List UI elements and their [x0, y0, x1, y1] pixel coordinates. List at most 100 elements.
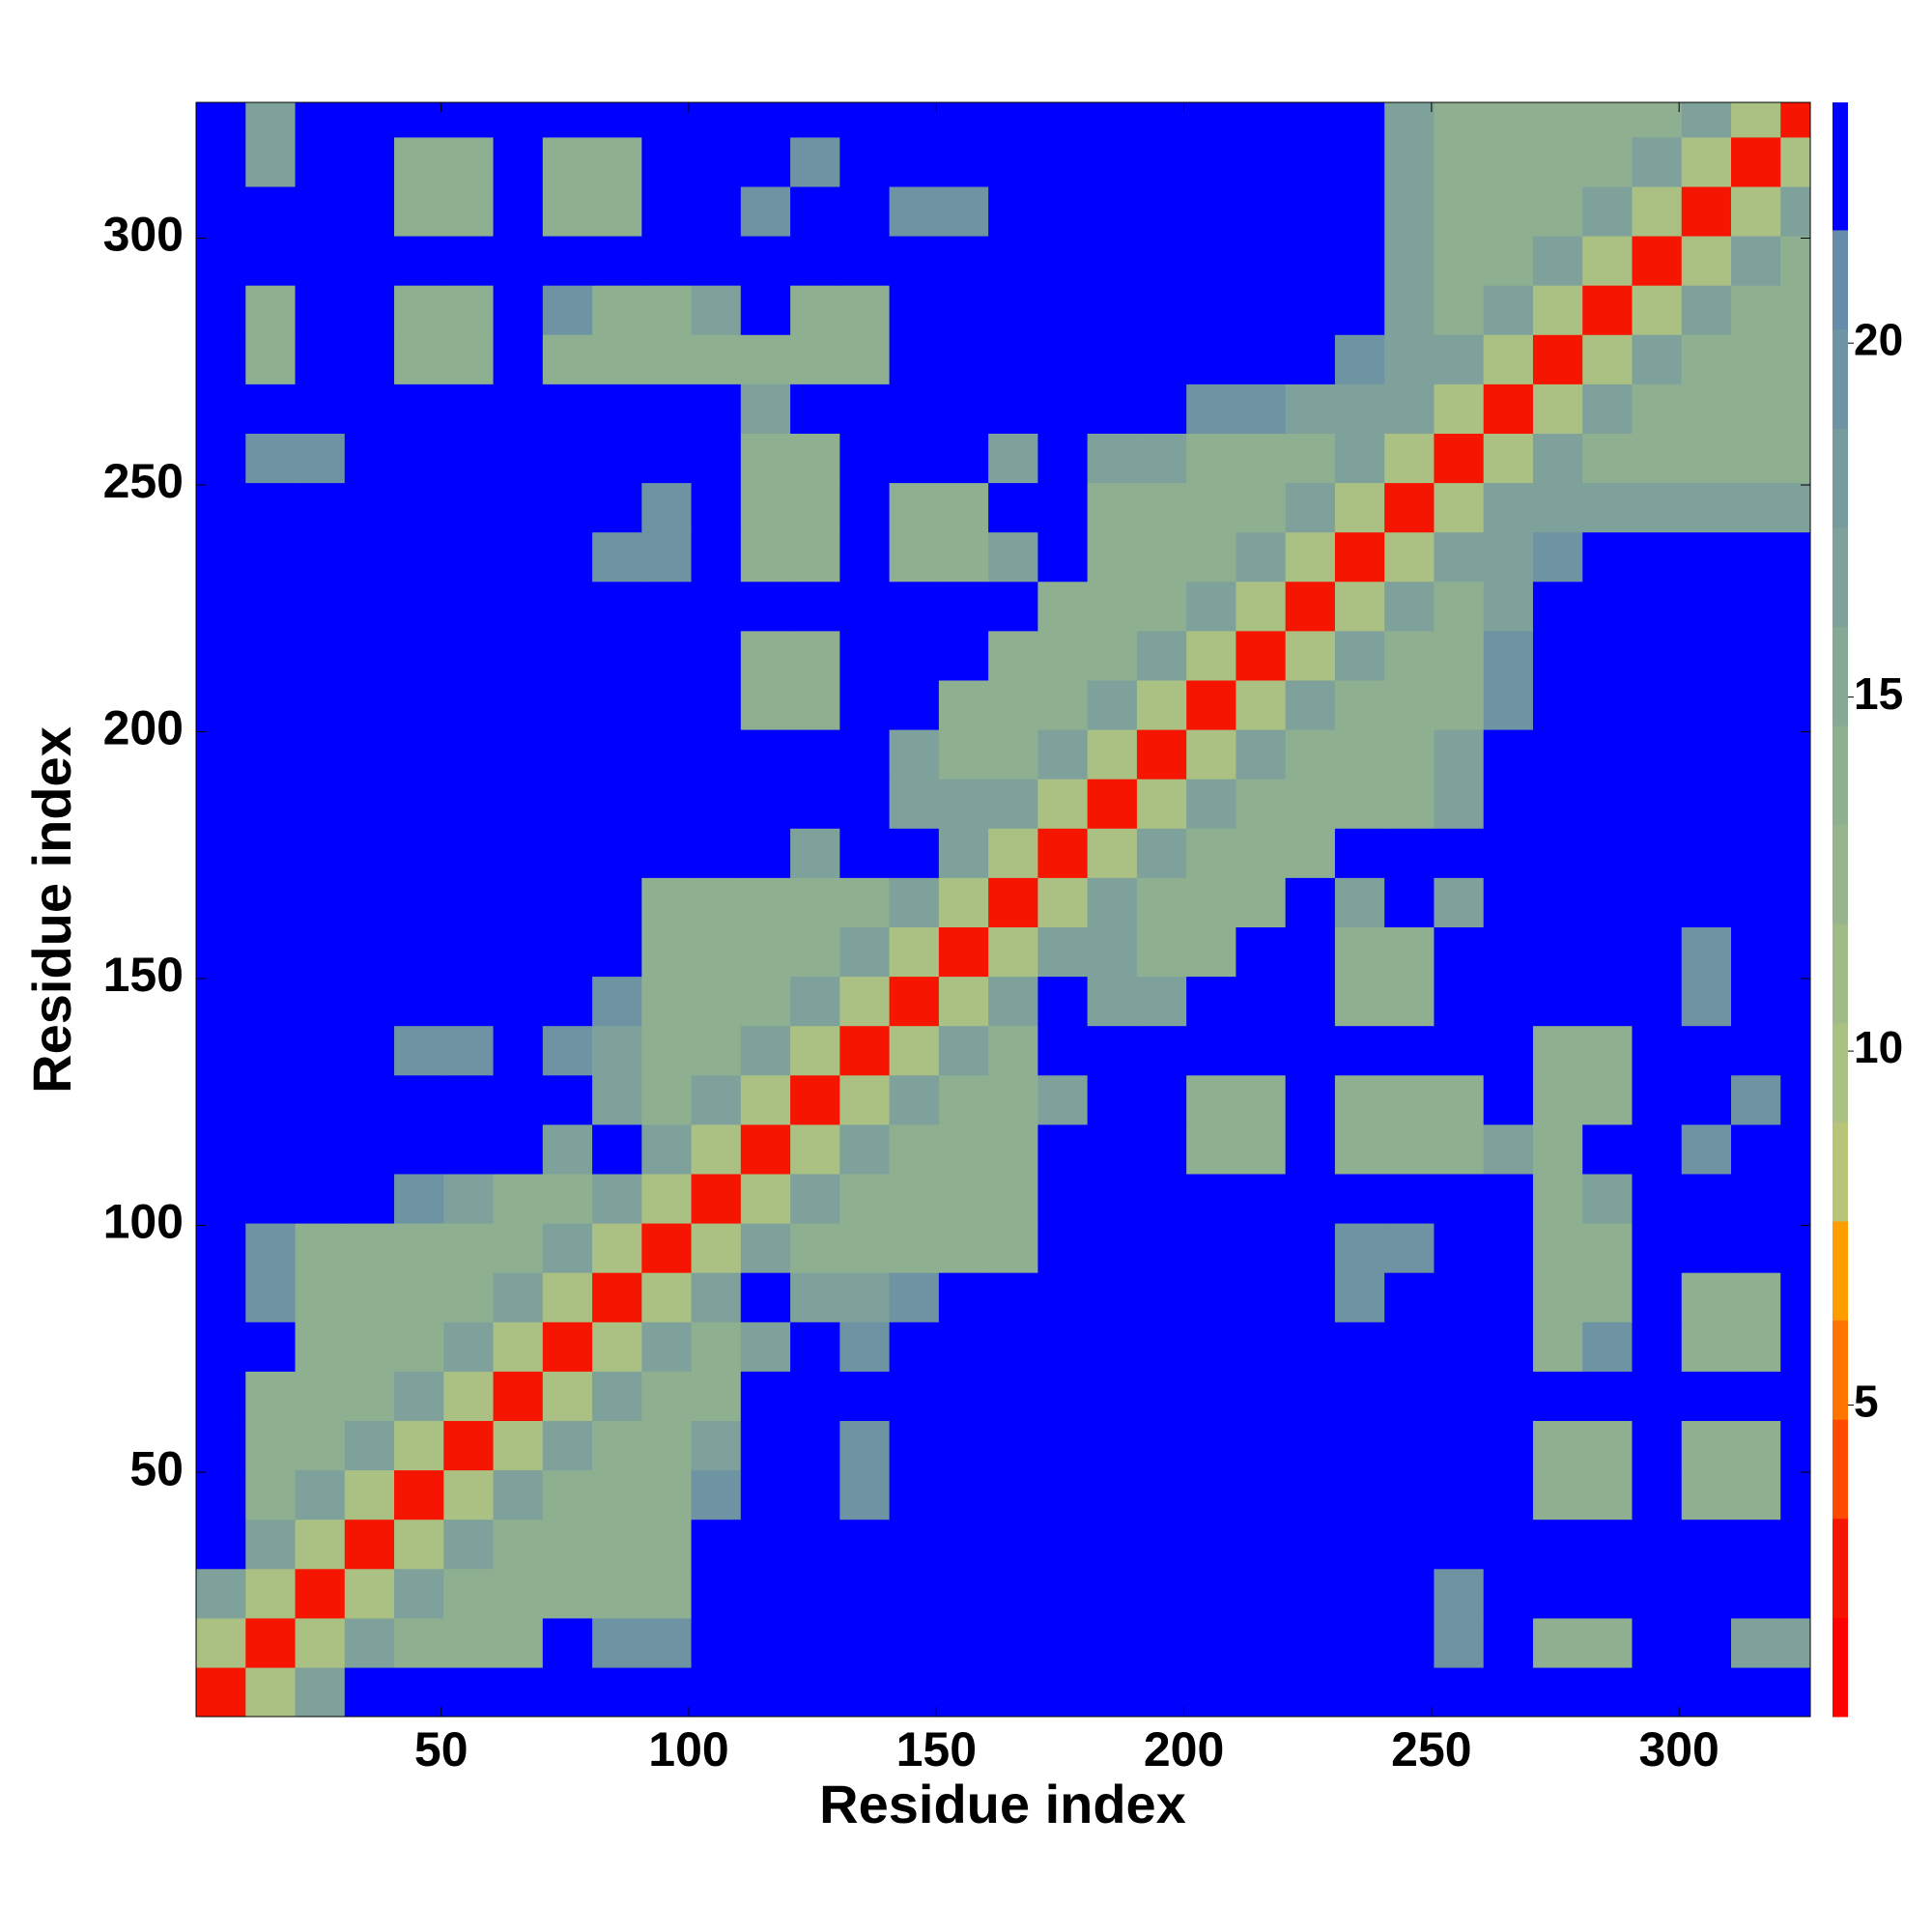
heatmap-cell — [1681, 334, 1732, 384]
heatmap-cell — [1037, 728, 1089, 780]
heatmap-cell — [988, 728, 1038, 780]
heatmap-cell — [1384, 679, 1435, 730]
heatmap-cell — [1582, 1025, 1634, 1076]
heatmap-cell — [790, 1469, 840, 1520]
heatmap-cell — [938, 235, 989, 286]
heatmap-cell — [1434, 1321, 1485, 1372]
heatmap-cell — [1483, 482, 1534, 533]
heatmap-cell — [889, 1617, 940, 1668]
colorbar-segment — [1833, 428, 1848, 528]
heatmap-cell — [1681, 1568, 1732, 1619]
heatmap-cell — [1582, 285, 1634, 335]
heatmap-cell — [1632, 285, 1683, 335]
heatmap-cell — [1632, 1123, 1683, 1175]
heatmap-cell — [790, 334, 840, 384]
heatmap-cell — [443, 630, 495, 681]
heatmap-cell — [988, 630, 1038, 681]
heatmap-cell — [1334, 877, 1385, 927]
heatmap-cell — [1037, 581, 1089, 632]
heatmap-cell — [790, 235, 840, 286]
heatmap-cell — [889, 384, 940, 434]
heatmap-cell — [889, 1123, 940, 1175]
heatmap-cell — [1434, 728, 1485, 780]
heatmap-cell — [1087, 630, 1138, 681]
heatmap-cell — [592, 828, 642, 878]
heatmap-cell — [1483, 877, 1534, 927]
heatmap-cell — [592, 285, 642, 335]
heatmap-cell — [1730, 285, 1781, 335]
heatmap-cell — [344, 1272, 395, 1322]
heatmap-cell — [1632, 1272, 1683, 1322]
heatmap-cell — [493, 384, 544, 434]
heatmap-cell — [1186, 1025, 1237, 1076]
heatmap-cell — [245, 1568, 297, 1619]
heatmap-cell — [790, 1617, 840, 1668]
heatmap-cell — [493, 926, 544, 978]
heatmap-cell — [1780, 877, 1810, 927]
heatmap-cell — [938, 828, 989, 878]
heatmap-cell — [889, 235, 940, 286]
heatmap-cell — [394, 877, 444, 927]
heatmap-cell — [839, 482, 891, 533]
heatmap-cell — [1681, 531, 1732, 582]
heatmap-cell — [1087, 1321, 1138, 1372]
heatmap-cell — [740, 1025, 791, 1076]
heatmap-cell — [1285, 1173, 1336, 1224]
heatmap-cell — [1434, 1272, 1485, 1322]
heatmap-cell — [790, 877, 840, 927]
heatmap-cell — [1087, 1568, 1138, 1619]
heatmap-cell — [1136, 1371, 1187, 1421]
heatmap-cell — [1037, 1173, 1089, 1224]
heatmap-cell — [245, 1371, 297, 1421]
heatmap-cell — [1334, 926, 1385, 978]
heatmap-cell — [938, 1025, 989, 1076]
heatmap-cell — [889, 1666, 940, 1717]
heatmap-cell — [1136, 235, 1187, 286]
heatmap-cell — [344, 828, 395, 878]
heatmap-cell — [245, 1074, 297, 1125]
heatmap-cell — [988, 926, 1038, 978]
heatmap-cell — [493, 1666, 544, 1717]
heatmap-cell — [196, 1568, 246, 1619]
heatmap-cell — [641, 1568, 693, 1619]
heatmap-cell — [1186, 1173, 1237, 1224]
heatmap-cell — [988, 334, 1038, 384]
heatmap-cell — [1434, 136, 1485, 187]
heatmap-cell — [1582, 1568, 1634, 1619]
heatmap-cell — [1434, 679, 1485, 730]
heatmap-cell — [1384, 384, 1435, 434]
heatmap-cell — [1136, 334, 1187, 384]
heatmap-cell — [592, 877, 642, 927]
heatmap-cell — [344, 1222, 395, 1273]
heatmap-cell — [196, 285, 246, 335]
heatmap-cell — [245, 926, 297, 978]
heatmap-cell — [938, 679, 989, 730]
heatmap-cell — [493, 136, 544, 187]
heatmap-cell — [1334, 1469, 1385, 1520]
heatmap-cell — [394, 828, 444, 878]
heatmap-cell — [1384, 1272, 1435, 1322]
heatmap-cell — [592, 581, 642, 632]
heatmap-cell — [493, 185, 544, 237]
heatmap-cell — [740, 1519, 791, 1570]
heatmap-cell — [295, 1519, 346, 1570]
heatmap-cell — [1632, 976, 1683, 1027]
heatmap-cell — [790, 779, 840, 829]
heatmap-cell — [1582, 828, 1634, 878]
heatmap-cell — [542, 728, 593, 780]
heatmap-cell — [1483, 1025, 1534, 1076]
heatmap-cell — [839, 1222, 891, 1273]
heatmap-cell — [691, 1123, 742, 1175]
heatmap-cell — [493, 1420, 544, 1471]
heatmap-cell — [988, 1420, 1038, 1471]
heatmap-cell — [988, 185, 1038, 237]
heatmap-cell — [443, 285, 495, 335]
heatmap-cell — [196, 1666, 246, 1717]
heatmap-cell — [493, 877, 544, 927]
heatmap-cell — [1681, 1519, 1732, 1570]
heatmap-cell — [592, 1666, 642, 1717]
heatmap-cell — [295, 384, 346, 434]
heatmap-cell — [1236, 185, 1287, 237]
heatmap-cell — [1582, 102, 1634, 138]
heatmap-cell — [196, 384, 246, 434]
